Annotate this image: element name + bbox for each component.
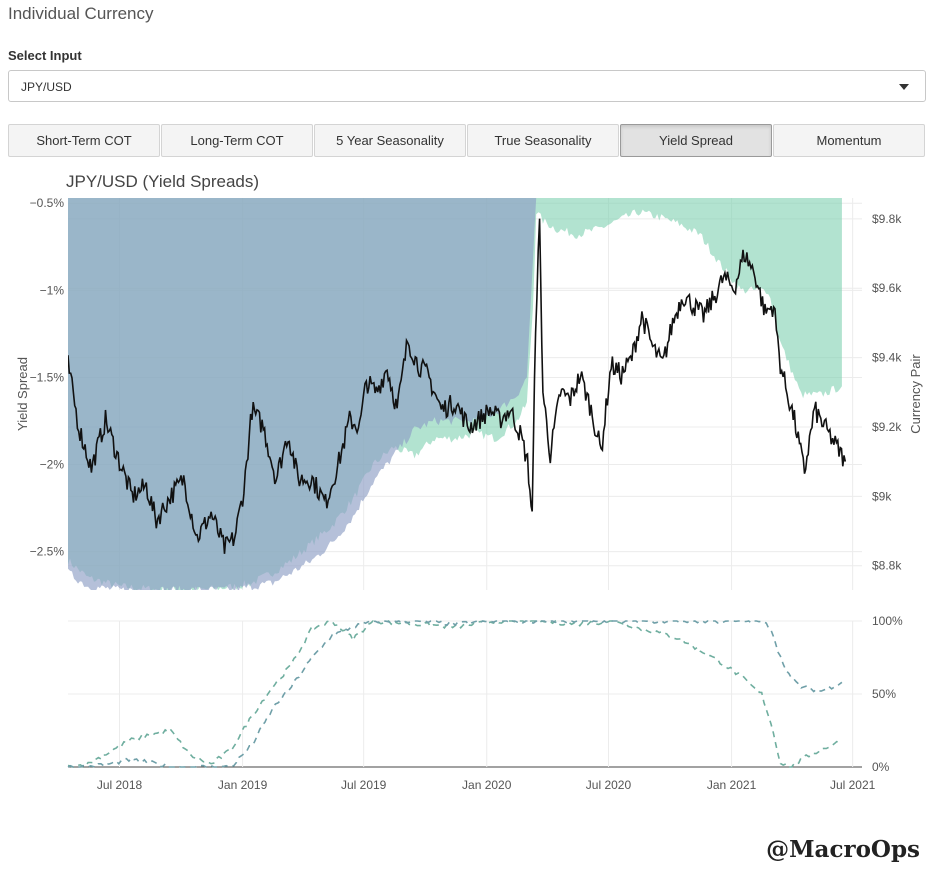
tab-short-term-cot[interactable]: Short-Term COT [8,124,160,157]
y-axis-title: Yield Spread [15,357,30,431]
pct-tick-label: 50% [872,687,896,701]
y2-tick-label: $9.8k [872,212,902,226]
currency-select[interactable]: JPY/USD [8,70,926,102]
x-tick-label: Jul 2018 [97,778,143,792]
pct-tick-label: 0% [872,760,890,774]
y-tick-label: −1% [40,283,65,297]
y2-axis-title: Currency Pair [908,354,923,434]
tab-momentum[interactable]: Momentum [773,124,925,157]
tab-5-year-seasonality[interactable]: 5 Year Seasonality [314,124,466,157]
pct-tick-label: 100% [872,614,903,628]
watermark: @MacroOps [766,836,920,863]
currency-line [68,218,847,554]
yield-spread-chart: −0.5% −1% −1.5% −2% −2.5% $9.8k $9.6k $9.4k $9.2… [15,196,923,792]
tab-long-term-cot[interactable]: Long-Term COT [161,124,313,157]
chart-title: JPY/USD (Yield Spreads) [66,172,260,191]
select-input-label: Select Input [8,48,82,63]
x-tick-label: Jul 2019 [341,778,387,792]
y2-tick-label: $9.4k [872,351,902,365]
tab-bar: Short-Term COT Long-Term COT 5 Year Seas… [8,124,926,157]
ten-year-percentile-line [67,619,843,768]
y-tick-label: −0.5% [30,196,65,210]
x-tick-label: Jan 2020 [462,778,512,792]
y-tick-label: −2.5% [30,545,65,559]
x-tick-label: Jan 2019 [218,778,268,792]
y2-tick-label: $9k [872,489,892,503]
chevron-down-icon [899,84,909,90]
y2-tick-label: $8.8k [872,559,902,573]
currency-select-value: JPY/USD [21,80,72,94]
x-tick-label: Jul 2021 [830,778,876,792]
x-tick-label: Jan 2021 [707,778,757,792]
tab-true-seasonality[interactable]: True Seasonality [467,124,619,157]
y2-tick-label: $9.2k [872,420,902,434]
y2-tick-label: $9.6k [872,281,902,295]
two-year-yield-area [68,198,537,590]
two-year-percentile-line [67,619,843,768]
y-tick-label: −2% [40,458,65,472]
y-tick-label: −1.5% [30,370,65,384]
tab-yield-spread[interactable]: Yield Spread [620,124,772,157]
x-tick-label: Jul 2020 [586,778,632,792]
page-title: Individual Currency [8,4,154,23]
